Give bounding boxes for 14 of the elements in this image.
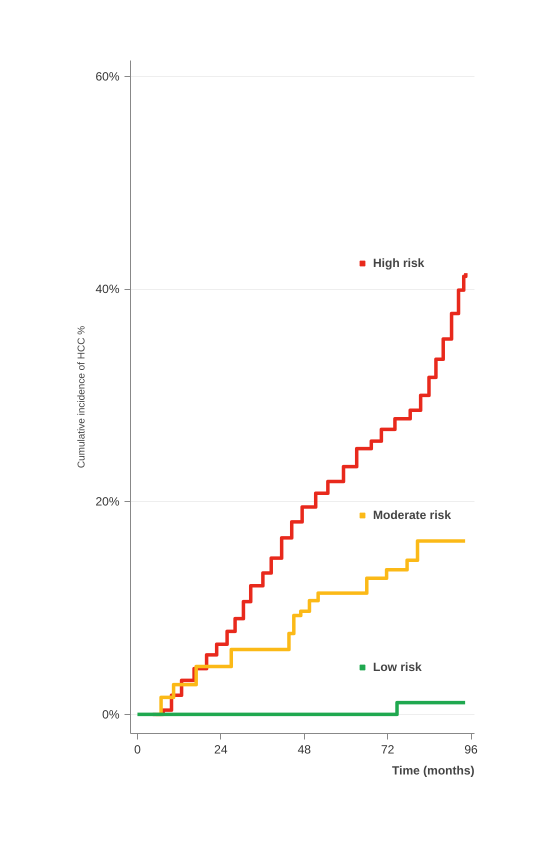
x-axis-title: Time (months) — [392, 764, 475, 778]
legend-label: High risk — [373, 256, 424, 270]
y-tick-label: 20% — [95, 494, 120, 509]
y-tick-label: 60% — [95, 69, 120, 84]
y-axis-title: Cumulative incidence of HCC % — [76, 326, 88, 468]
x-tick-label: 72 — [380, 742, 395, 756]
x-tick-label: 24 — [214, 742, 228, 756]
y-tick-label: 0% — [102, 707, 120, 722]
x-tick-label: 0 — [134, 742, 142, 756]
legend-label: Moderate risk — [373, 508, 452, 522]
x-tick-label: 96 — [464, 742, 478, 756]
legend-label: Low risk — [373, 660, 422, 674]
y-tick-label: 40% — [95, 282, 120, 296]
x-tick-label: 48 — [298, 742, 312, 756]
